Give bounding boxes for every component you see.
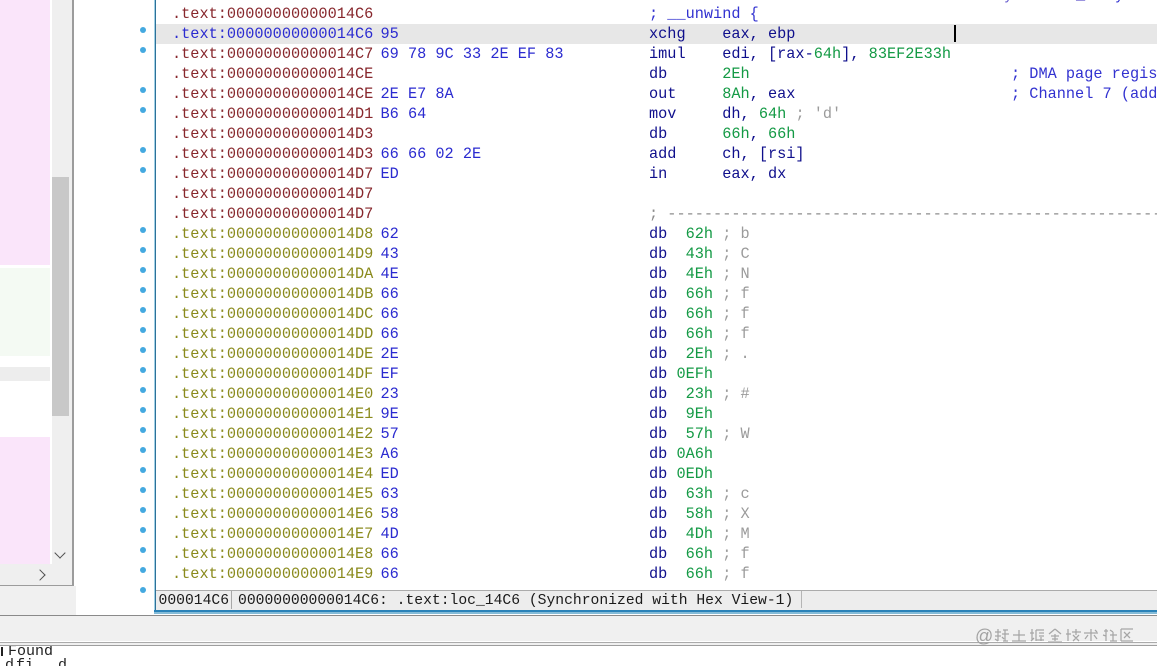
svg-text:@: @ bbox=[975, 626, 993, 646]
